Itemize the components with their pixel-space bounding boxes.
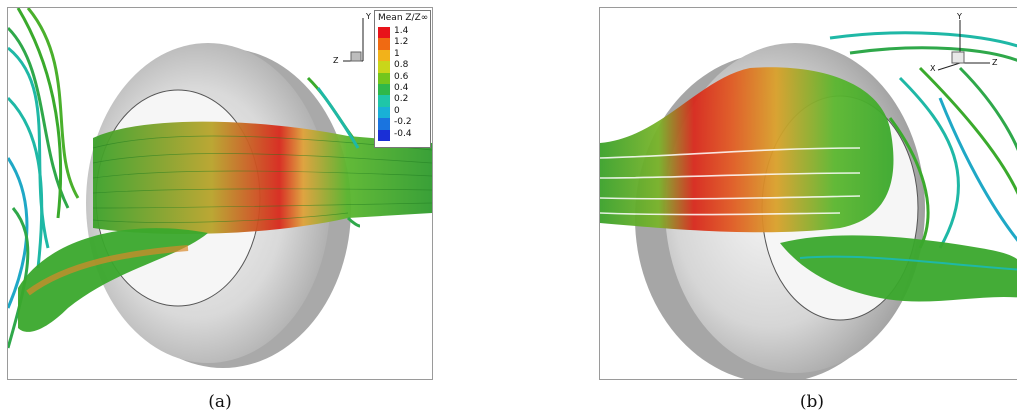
legend-swatch — [378, 61, 390, 73]
caption-a: (a) — [208, 392, 232, 412]
legend-level-label: 0.2 — [394, 94, 409, 105]
right-streamlines-b — [829, 31, 1017, 249]
streamline-render-a — [8, 8, 432, 368]
streamline-render-b — [600, 20, 1017, 379]
legend-level-label: 1 — [394, 48, 400, 59]
legend-labels: 1.4 1.2 1 0.8 0.6 0.4 0.2 0 -0.2 -0.4 — [394, 26, 412, 140]
legend-level-label: 1.4 — [394, 26, 409, 36]
axis-label-x-b: X — [930, 64, 936, 73]
axis-triad-a — [343, 18, 364, 62]
legend-level-label: 0 — [394, 105, 400, 116]
legend-swatch — [378, 49, 390, 62]
legend-level-label: 0.8 — [394, 60, 409, 71]
legend-swatch — [378, 72, 390, 84]
caption-b: (b) — [799, 392, 825, 412]
figure-panel-b: Y X Z — [599, 7, 1017, 380]
legend-level-label: 1.2 — [394, 37, 409, 48]
axis-triad-b — [937, 20, 990, 71]
legend-level-label: 0.6 — [394, 71, 409, 82]
lower-streamlines-b — [780, 235, 1017, 302]
legend-level-label: -0.4 — [394, 128, 412, 139]
axis-label-z-b: Z — [992, 58, 998, 67]
legend-level-label: 0.4 — [394, 82, 409, 93]
legend-swatch — [378, 106, 390, 119]
legend-swatch — [378, 83, 390, 96]
right-streamlines-a — [306, 76, 361, 228]
central-streamlines-a — [92, 121, 432, 234]
central-streamlines-b — [600, 67, 894, 233]
legend-swatch — [378, 27, 390, 39]
figure-panel-a: Y Z Mean Z/Z∞ 1.4 1.2 1 0.8 0.6 0.4 0.2 0 -0.2 -0… — [7, 7, 433, 380]
legend-swatch — [378, 38, 390, 50]
left-streamlines-a — [8, 8, 80, 349]
axis-label-y-b: Y — [957, 12, 962, 21]
axis-label-y-a: Y — [366, 12, 371, 21]
legend-level-label: -0.2 — [394, 117, 412, 128]
legend-swatch — [378, 118, 390, 130]
legend-title: Mean Z/Z∞ — [378, 13, 429, 23]
axis-label-z-a: Z — [333, 56, 339, 65]
legend-swatch — [378, 95, 390, 107]
lower-streamlines-a — [18, 228, 208, 332]
legend-colorbar — [378, 27, 390, 141]
legend-swatch — [378, 129, 390, 141]
colorbar-legend: Mean Z/Z∞ 1.4 1.2 1 0.8 0.6 0.4 0.2 0 -0.2 -0.4 — [374, 10, 431, 148]
